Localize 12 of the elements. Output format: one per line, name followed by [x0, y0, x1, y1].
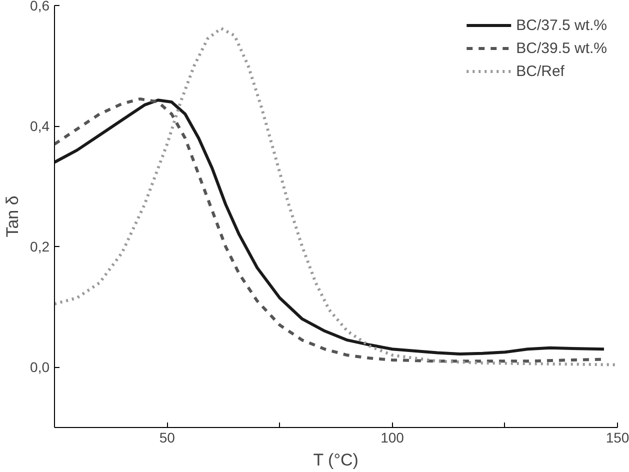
y-tick-label: 0,2	[30, 238, 50, 255]
y-tick-label: 0,4	[30, 118, 50, 134]
x-tick-label: 100	[380, 430, 404, 446]
x-tick-label: 150	[606, 430, 629, 446]
y-tick-label: 0,0	[30, 359, 50, 376]
legend-label: BC/39.5 wt.%	[516, 40, 607, 56]
y-axis-title: Tan δ	[3, 196, 22, 238]
x-tick-label: 50	[159, 430, 176, 446]
legend-label: BC/37.5 wt.%	[516, 16, 607, 34]
legend-label: BC/Ref	[516, 62, 564, 80]
x-axis-title: T (°C)	[313, 450, 358, 470]
y-tick-label: 0,6	[30, 0, 50, 14]
